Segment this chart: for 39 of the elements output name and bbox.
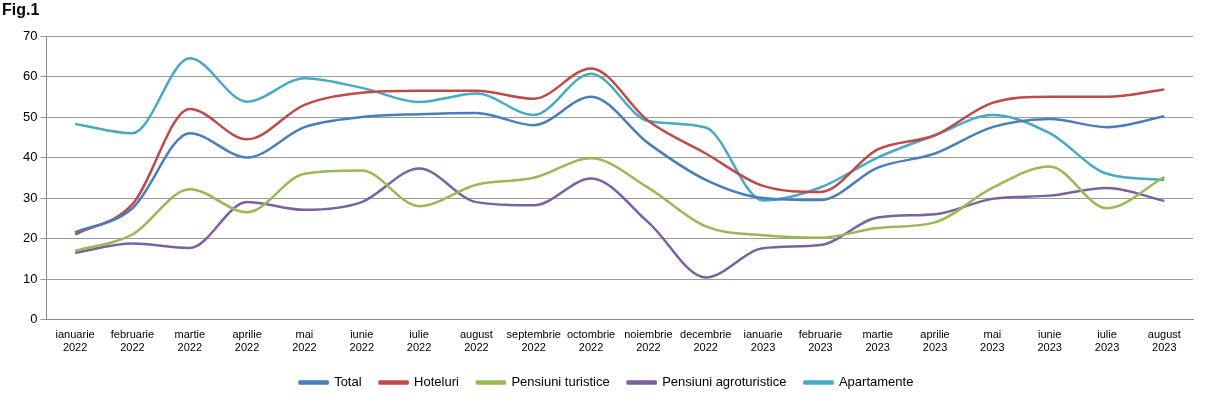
- x-tick-label: aprilie 2023: [920, 328, 950, 354]
- line-series: [73, 57, 1166, 202]
- line-series: [73, 167, 1166, 279]
- x-tick-label: iulie 2023: [1094, 328, 1120, 354]
- x-tick-label: februarie 2022: [110, 328, 155, 354]
- x-tick-label: noiembrie 2022: [624, 328, 673, 354]
- y-tick-label: 50: [22, 108, 38, 124]
- x-tick-label: ianuarie 2023: [743, 328, 783, 354]
- x-tick-label: august 2023: [1147, 328, 1181, 354]
- line-series: [73, 67, 1166, 236]
- x-tick-label: martie 2022: [174, 328, 206, 354]
- chart-title: Fig.1: [2, 1, 40, 19]
- x-tick-label: mai 2023: [980, 328, 1005, 354]
- legend-label: Pensiuni turistice: [511, 374, 610, 390]
- legend-label: Total: [334, 374, 362, 390]
- y-tick-label: 20: [22, 230, 38, 246]
- x-tick-label: septembrie 2022: [506, 328, 561, 354]
- y-tick-label: 0: [30, 311, 38, 327]
- y-tick-label: 40: [22, 149, 38, 165]
- x-tick-label: iunie 2022: [349, 328, 374, 354]
- x-tick-label: aprilie 2022: [232, 328, 262, 354]
- legend-label: Apartamente: [838, 374, 914, 390]
- x-tick-label: ianuarie 2022: [55, 328, 95, 354]
- x-tick-label: octombrie 2022: [566, 328, 616, 354]
- y-tick-label: 10: [22, 270, 38, 286]
- x-tick-label: iunie 2023: [1037, 328, 1062, 354]
- y-tick-label: 70: [22, 27, 38, 43]
- x-tick-label: mai 2022: [292, 328, 317, 354]
- line-series: [73, 95, 1166, 234]
- x-tick-label: decembrie 2022: [680, 328, 732, 354]
- x-tick-label: martie 2023: [862, 328, 893, 354]
- legend-label: Pensiuni agroturistice: [662, 374, 787, 390]
- legend-label: Hoteluri: [414, 374, 459, 390]
- line-series: [73, 157, 1166, 252]
- x-tick-label: iulie 2022: [406, 328, 432, 354]
- x-tick-label: august 2022: [459, 328, 493, 354]
- x-tick-label: februarie 2023: [798, 328, 843, 354]
- y-tick-label: 60: [22, 68, 38, 84]
- y-tick-label: 30: [22, 189, 38, 205]
